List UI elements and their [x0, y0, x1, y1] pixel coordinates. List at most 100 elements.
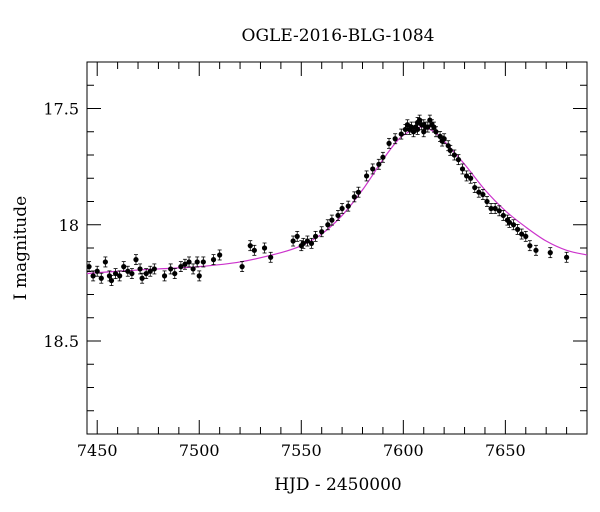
x-tick-label: 7650: [485, 441, 526, 460]
data-marker: [217, 252, 223, 258]
data-point: [194, 256, 200, 268]
data-point: [527, 240, 533, 252]
y-tick-label: 17.5: [43, 100, 79, 119]
data-marker: [402, 126, 408, 133]
data-marker: [355, 189, 362, 195]
data-point: [108, 275, 115, 286]
data-marker: [441, 136, 447, 142]
data-marker: [121, 264, 127, 270]
data-point: [137, 263, 143, 275]
data-marker: [329, 217, 335, 223]
data-marker: [515, 226, 521, 232]
data-marker: [194, 259, 200, 265]
data-marker: [312, 233, 319, 239]
data-point: [251, 244, 257, 256]
data-marker: [106, 273, 113, 279]
data-marker: [335, 212, 341, 219]
data-point: [172, 268, 178, 279]
data-point: [533, 244, 539, 256]
x-tick-label: 7550: [281, 441, 322, 460]
data-marker: [425, 124, 431, 130]
data-marker: [125, 268, 131, 274]
x-axis-label: HJD - 2450000: [274, 475, 402, 495]
x-tick-labels: 7450 7500 7550 7600 7650: [77, 441, 526, 460]
data-marker: [398, 131, 404, 137]
data-marker: [290, 238, 296, 244]
data-point: [247, 240, 253, 252]
data-point: [455, 154, 462, 166]
data-point: [319, 226, 325, 238]
data-point: [492, 203, 498, 214]
data-point: [386, 137, 392, 149]
data-marker: [182, 261, 188, 267]
data-point: [147, 265, 153, 277]
data-point: [447, 144, 453, 156]
data-marker: [455, 157, 462, 163]
data-marker: [445, 143, 451, 149]
data-point: [415, 124, 421, 135]
data-point: [351, 191, 357, 203]
data-marker: [433, 129, 439, 135]
data-points-layer: [86, 114, 570, 286]
data-point: [484, 196, 490, 207]
data-point: [112, 268, 119, 279]
data-marker: [308, 240, 315, 246]
data-point: [496, 205, 502, 217]
data-marker: [437, 133, 443, 139]
data-point: [98, 272, 104, 284]
data-point: [547, 247, 553, 259]
data-marker: [459, 166, 466, 172]
data-marker: [510, 222, 517, 228]
data-point: [125, 265, 131, 277]
chart-title: OGLE-2016-BLG-1084: [242, 26, 435, 46]
data-point: [476, 186, 482, 198]
data-marker: [251, 247, 257, 253]
data-point: [329, 214, 335, 226]
data-point: [121, 261, 127, 273]
data-point: [506, 217, 513, 228]
data-marker: [563, 254, 570, 260]
data-point: [563, 251, 570, 263]
data-marker: [376, 161, 382, 167]
data-point: [186, 256, 192, 268]
data-point: [304, 235, 311, 247]
data-marker: [392, 136, 398, 142]
data-point: [261, 242, 268, 254]
data-point: [441, 133, 447, 145]
data-marker: [268, 254, 274, 260]
data-point: [392, 133, 398, 145]
data-marker: [451, 152, 457, 158]
data-point: [102, 256, 108, 268]
data-point: [143, 268, 149, 279]
data-point: [370, 163, 376, 175]
data-point: [217, 249, 223, 261]
y-tick-label: 18: [59, 216, 79, 235]
data-marker: [370, 166, 376, 172]
axis-ticks: [87, 61, 587, 434]
x-tick-label: 7500: [179, 441, 220, 460]
data-marker: [363, 173, 370, 179]
data-marker: [463, 173, 470, 179]
data-point: [300, 237, 306, 249]
data-point: [210, 254, 217, 266]
data-point: [129, 268, 135, 279]
data-point: [515, 223, 521, 235]
data-marker: [239, 264, 245, 270]
data-point: [308, 237, 315, 249]
data-marker: [386, 140, 392, 146]
data-point: [133, 254, 139, 266]
data-point: [376, 158, 382, 170]
data-point: [312, 230, 319, 242]
y-tick-label: 18.5: [43, 332, 79, 351]
data-point: [196, 270, 202, 282]
data-point: [325, 219, 331, 231]
plot-frame: [86, 61, 588, 435]
data-marker: [112, 270, 119, 277]
data-marker: [178, 264, 184, 270]
data-point: [500, 210, 506, 221]
data-marker: [447, 147, 453, 153]
data-point: [339, 203, 345, 214]
data-point: [290, 235, 296, 247]
data-marker: [90, 273, 96, 279]
y-tick-labels: 17.5 18 18.5: [43, 100, 79, 352]
